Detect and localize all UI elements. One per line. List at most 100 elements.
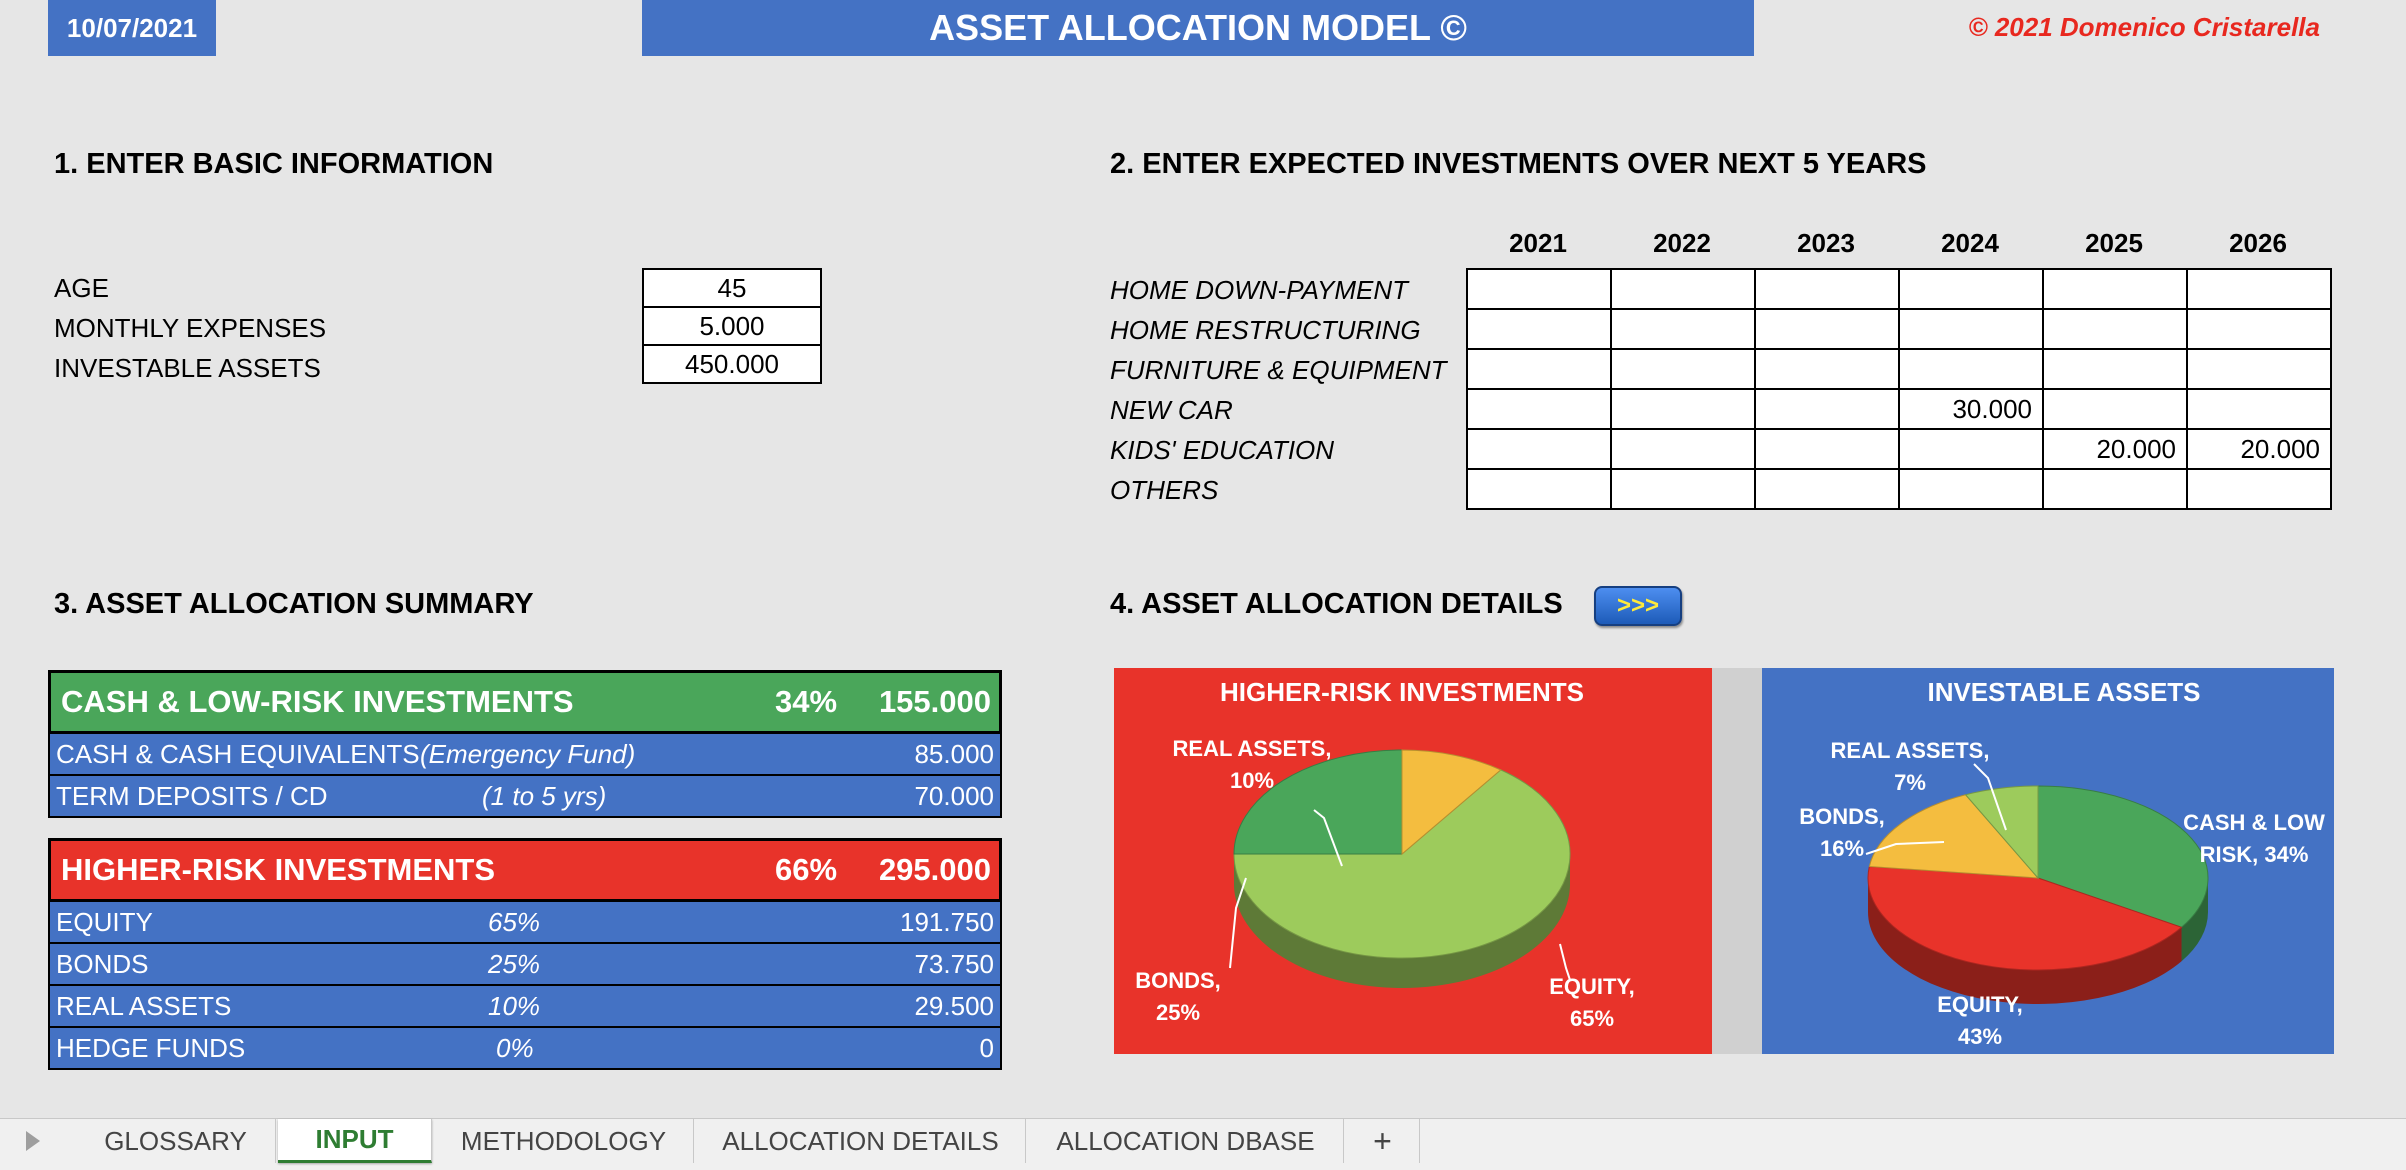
investment-cell[interactable] bbox=[1612, 310, 1756, 350]
table-row: HEDGE FUNDS 0% 0 bbox=[48, 1028, 1002, 1070]
tab-methodology[interactable]: METHODOLOGY bbox=[434, 1119, 694, 1163]
investment-cell[interactable] bbox=[1756, 390, 1900, 430]
investable-assets-label: INVESTABLE ASSETS bbox=[54, 353, 321, 383]
investment-cell[interactable] bbox=[1756, 430, 1900, 470]
investment-cell[interactable] bbox=[1468, 430, 1612, 470]
investment-cell[interactable] bbox=[1756, 350, 1900, 390]
row-value: 73.750 bbox=[914, 948, 994, 979]
pie-slice bbox=[1964, 785, 2039, 880]
investment-cell[interactable] bbox=[1756, 310, 1900, 350]
tab-glossary[interactable]: GLOSSARY bbox=[76, 1119, 276, 1163]
date-display: 10/07/2021 bbox=[48, 0, 216, 56]
low-risk-table: CASH & LOW-RISK INVESTMENTS 34% 155.000 … bbox=[48, 670, 1002, 818]
pie-leader-line bbox=[1973, 763, 2007, 831]
table-row: EQUITY 65% 191.750 bbox=[48, 902, 1002, 944]
add-sheet-button[interactable]: + bbox=[1346, 1119, 1420, 1163]
investment-cell[interactable] bbox=[1468, 470, 1612, 510]
investment-cell[interactable] bbox=[1612, 350, 1756, 390]
chart-title: INVESTABLE ASSETS bbox=[1927, 677, 2200, 707]
high-risk-pct: 66% bbox=[774, 852, 838, 887]
investment-cell[interactable] bbox=[1468, 270, 1612, 310]
investment-cell[interactable] bbox=[1756, 270, 1900, 310]
pie-slice bbox=[1867, 865, 2183, 971]
investment-cell[interactable] bbox=[1612, 390, 1756, 430]
investment-cell[interactable] bbox=[2044, 390, 2188, 430]
investment-cell[interactable] bbox=[2044, 470, 2188, 510]
tab-allocation-dbase[interactable]: ALLOCATION DBASE bbox=[1028, 1119, 1344, 1163]
pie-data-label: EQUITY, 65% bbox=[1549, 974, 1635, 1031]
investment-label-home-restructuring: HOME RESTRUCTURING bbox=[1110, 315, 1421, 345]
higher-risk-pie-chart: HIGHER-RISK INVESTMENTS EQUITY, 65% BONDS,… bbox=[1114, 668, 1712, 1054]
low-risk-header: CASH & LOW-RISK INVESTMENTS 34% 155.000 bbox=[48, 670, 1002, 734]
investment-cell[interactable] bbox=[1900, 310, 2044, 350]
investment-cell[interactable] bbox=[1900, 430, 2044, 470]
row-label: EQUITY bbox=[56, 906, 153, 937]
tab-scroll-arrow-icon[interactable] bbox=[26, 1131, 40, 1151]
investment-cell[interactable] bbox=[1468, 350, 1612, 390]
investment-cell[interactable] bbox=[1468, 310, 1612, 350]
pie-data-label: BONDS, 16% bbox=[1799, 804, 1885, 861]
investable-assets-pie-chart: INVESTABLE ASSETS CASH & LOW RISK, 34% EQU… bbox=[1762, 668, 2334, 1054]
investable-assets-input[interactable]: 450.000 bbox=[642, 344, 822, 384]
row-label: HEDGE FUNDS bbox=[56, 1032, 246, 1063]
row-note: 25% bbox=[488, 948, 541, 979]
row-note: 65% bbox=[488, 906, 541, 937]
investment-label-others: OTHERS bbox=[1110, 475, 1219, 505]
investment-cell[interactable] bbox=[2188, 310, 2332, 350]
row-value: 191.750 bbox=[900, 906, 994, 937]
investment-cell[interactable] bbox=[1900, 350, 2044, 390]
pie-group bbox=[1867, 785, 2209, 1004]
tab-input[interactable]: INPUT bbox=[278, 1119, 432, 1163]
investment-cell[interactable] bbox=[1612, 430, 1756, 470]
low-risk-label: CASH & LOW-RISK INVESTMENTS bbox=[61, 684, 574, 719]
sheet-tab-bar: GLOSSARY INPUT METHODOLOGY ALLOCATION DE… bbox=[0, 1118, 2406, 1170]
pie-leader-line bbox=[1229, 877, 1247, 969]
investment-cell[interactable] bbox=[2188, 350, 2332, 390]
row-note: (1 to 5 yrs) bbox=[482, 780, 607, 811]
pie-leader-line bbox=[1559, 943, 1571, 981]
investment-cell[interactable] bbox=[2044, 310, 2188, 350]
investments-grid: 30.000 20.000 20.000 bbox=[1466, 268, 2332, 510]
row-value: 70.000 bbox=[914, 780, 994, 811]
investment-cell[interactable] bbox=[1756, 470, 1900, 510]
pie-slice-side bbox=[2181, 878, 2208, 962]
investment-cell[interactable] bbox=[2188, 390, 2332, 430]
row-label: REAL ASSETS bbox=[56, 990, 232, 1021]
row-note: (Emergency Fund) bbox=[420, 738, 636, 769]
chart-title: HIGHER-RISK INVESTMENTS bbox=[1220, 677, 1584, 707]
year-header: 2026 bbox=[2229, 228, 2287, 258]
row-note: 0% bbox=[496, 1032, 534, 1063]
age-input[interactable]: 45 bbox=[642, 268, 822, 308]
pie-slice bbox=[1868, 794, 2040, 879]
table-row: TERM DEPOSITS / CD (1 to 5 yrs) 70.000 bbox=[48, 776, 1002, 818]
table-row: BONDS 25% 73.750 bbox=[48, 944, 1002, 986]
page-title: ASSET ALLOCATION MODEL © bbox=[642, 0, 1754, 56]
investment-cell[interactable] bbox=[1900, 270, 2044, 310]
investment-cell[interactable]: 30.000 bbox=[1900, 390, 2044, 430]
investment-cell[interactable] bbox=[2044, 350, 2188, 390]
investment-cell[interactable]: 20.000 bbox=[2188, 430, 2332, 470]
investment-cell[interactable]: 20.000 bbox=[2044, 430, 2188, 470]
investment-cell[interactable] bbox=[1612, 470, 1756, 510]
allocation-details-button[interactable]: >>> bbox=[1594, 586, 1682, 626]
investment-label-furniture: FURNITURE & EQUIPMENT bbox=[1110, 355, 1447, 385]
pie-slice bbox=[1401, 749, 1502, 856]
investment-cell[interactable] bbox=[2188, 470, 2332, 510]
chart-divider bbox=[1712, 668, 1762, 1054]
investment-cell[interactable] bbox=[2188, 270, 2332, 310]
pie-data-label: REAL ASSETS, 10% bbox=[1173, 736, 1332, 793]
table-row: REAL ASSETS 10% 29.500 bbox=[48, 986, 1002, 1028]
investment-cell[interactable] bbox=[1900, 470, 2044, 510]
tab-allocation-details[interactable]: ALLOCATION DETAILS bbox=[696, 1119, 1026, 1163]
age-label: AGE bbox=[54, 273, 109, 303]
investment-cell[interactable] bbox=[1612, 270, 1756, 310]
investment-label-new-car: NEW CAR bbox=[1110, 395, 1233, 425]
investment-cell[interactable] bbox=[1468, 390, 1612, 430]
monthly-expenses-input[interactable]: 5.000 bbox=[642, 306, 822, 346]
low-risk-pct: 34% bbox=[774, 684, 838, 719]
investment-cell[interactable] bbox=[2044, 270, 2188, 310]
section-basic-info-title: 1. ENTER BASIC INFORMATION bbox=[54, 148, 494, 180]
year-header: 2024 bbox=[1941, 228, 1999, 258]
section-details-title: 4. ASSET ALLOCATION DETAILS bbox=[1110, 588, 1563, 620]
pie-group bbox=[1233, 749, 1571, 988]
